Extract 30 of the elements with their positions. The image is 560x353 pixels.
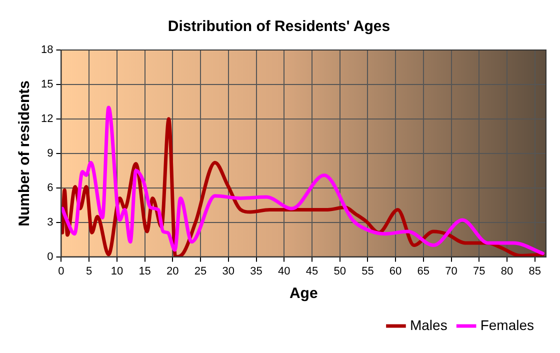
x-axis-title: Age [289,285,318,302]
x-tick-label: 65 [417,265,430,278]
x-tick-label: 40 [278,265,290,278]
x-tick-label: 55 [362,265,374,278]
x-tick-label: 85 [528,265,541,278]
y-tick-label: 12 [40,112,54,125]
y-tick-label: 9 [47,147,54,160]
x-tick-label: 35 [250,265,262,278]
y-axis-title: Number of residents [16,80,34,226]
x-tick-label: 0 [58,265,64,278]
x-tick-label: 75 [473,265,486,278]
x-tick-label: 20 [166,265,179,278]
x-tick-label: 60 [389,265,402,278]
legend-label: Females [480,316,534,333]
y-tick-label: 15 [40,78,54,90]
legend-label: Males [410,316,448,333]
x-tick-label: 30 [222,265,235,278]
y-tick-label: 6 [47,182,54,194]
x-tick-label: 5 [86,265,92,278]
x-tick-label: 25 [194,265,207,278]
y-tick-label: 3 [47,216,54,228]
y-tick-label: 0 [47,250,54,263]
chart-title: Distribution of Residents' Ages [168,18,390,36]
y-tick-label: 18 [40,44,54,56]
x-tick-label: 45 [306,265,318,278]
x-tick-label: 70 [445,265,458,278]
x-tick-label: 50 [334,265,346,278]
x-tick-label: 80 [500,265,514,278]
x-tick-label: 15 [138,265,151,278]
x-tick-label: 10 [110,265,124,278]
